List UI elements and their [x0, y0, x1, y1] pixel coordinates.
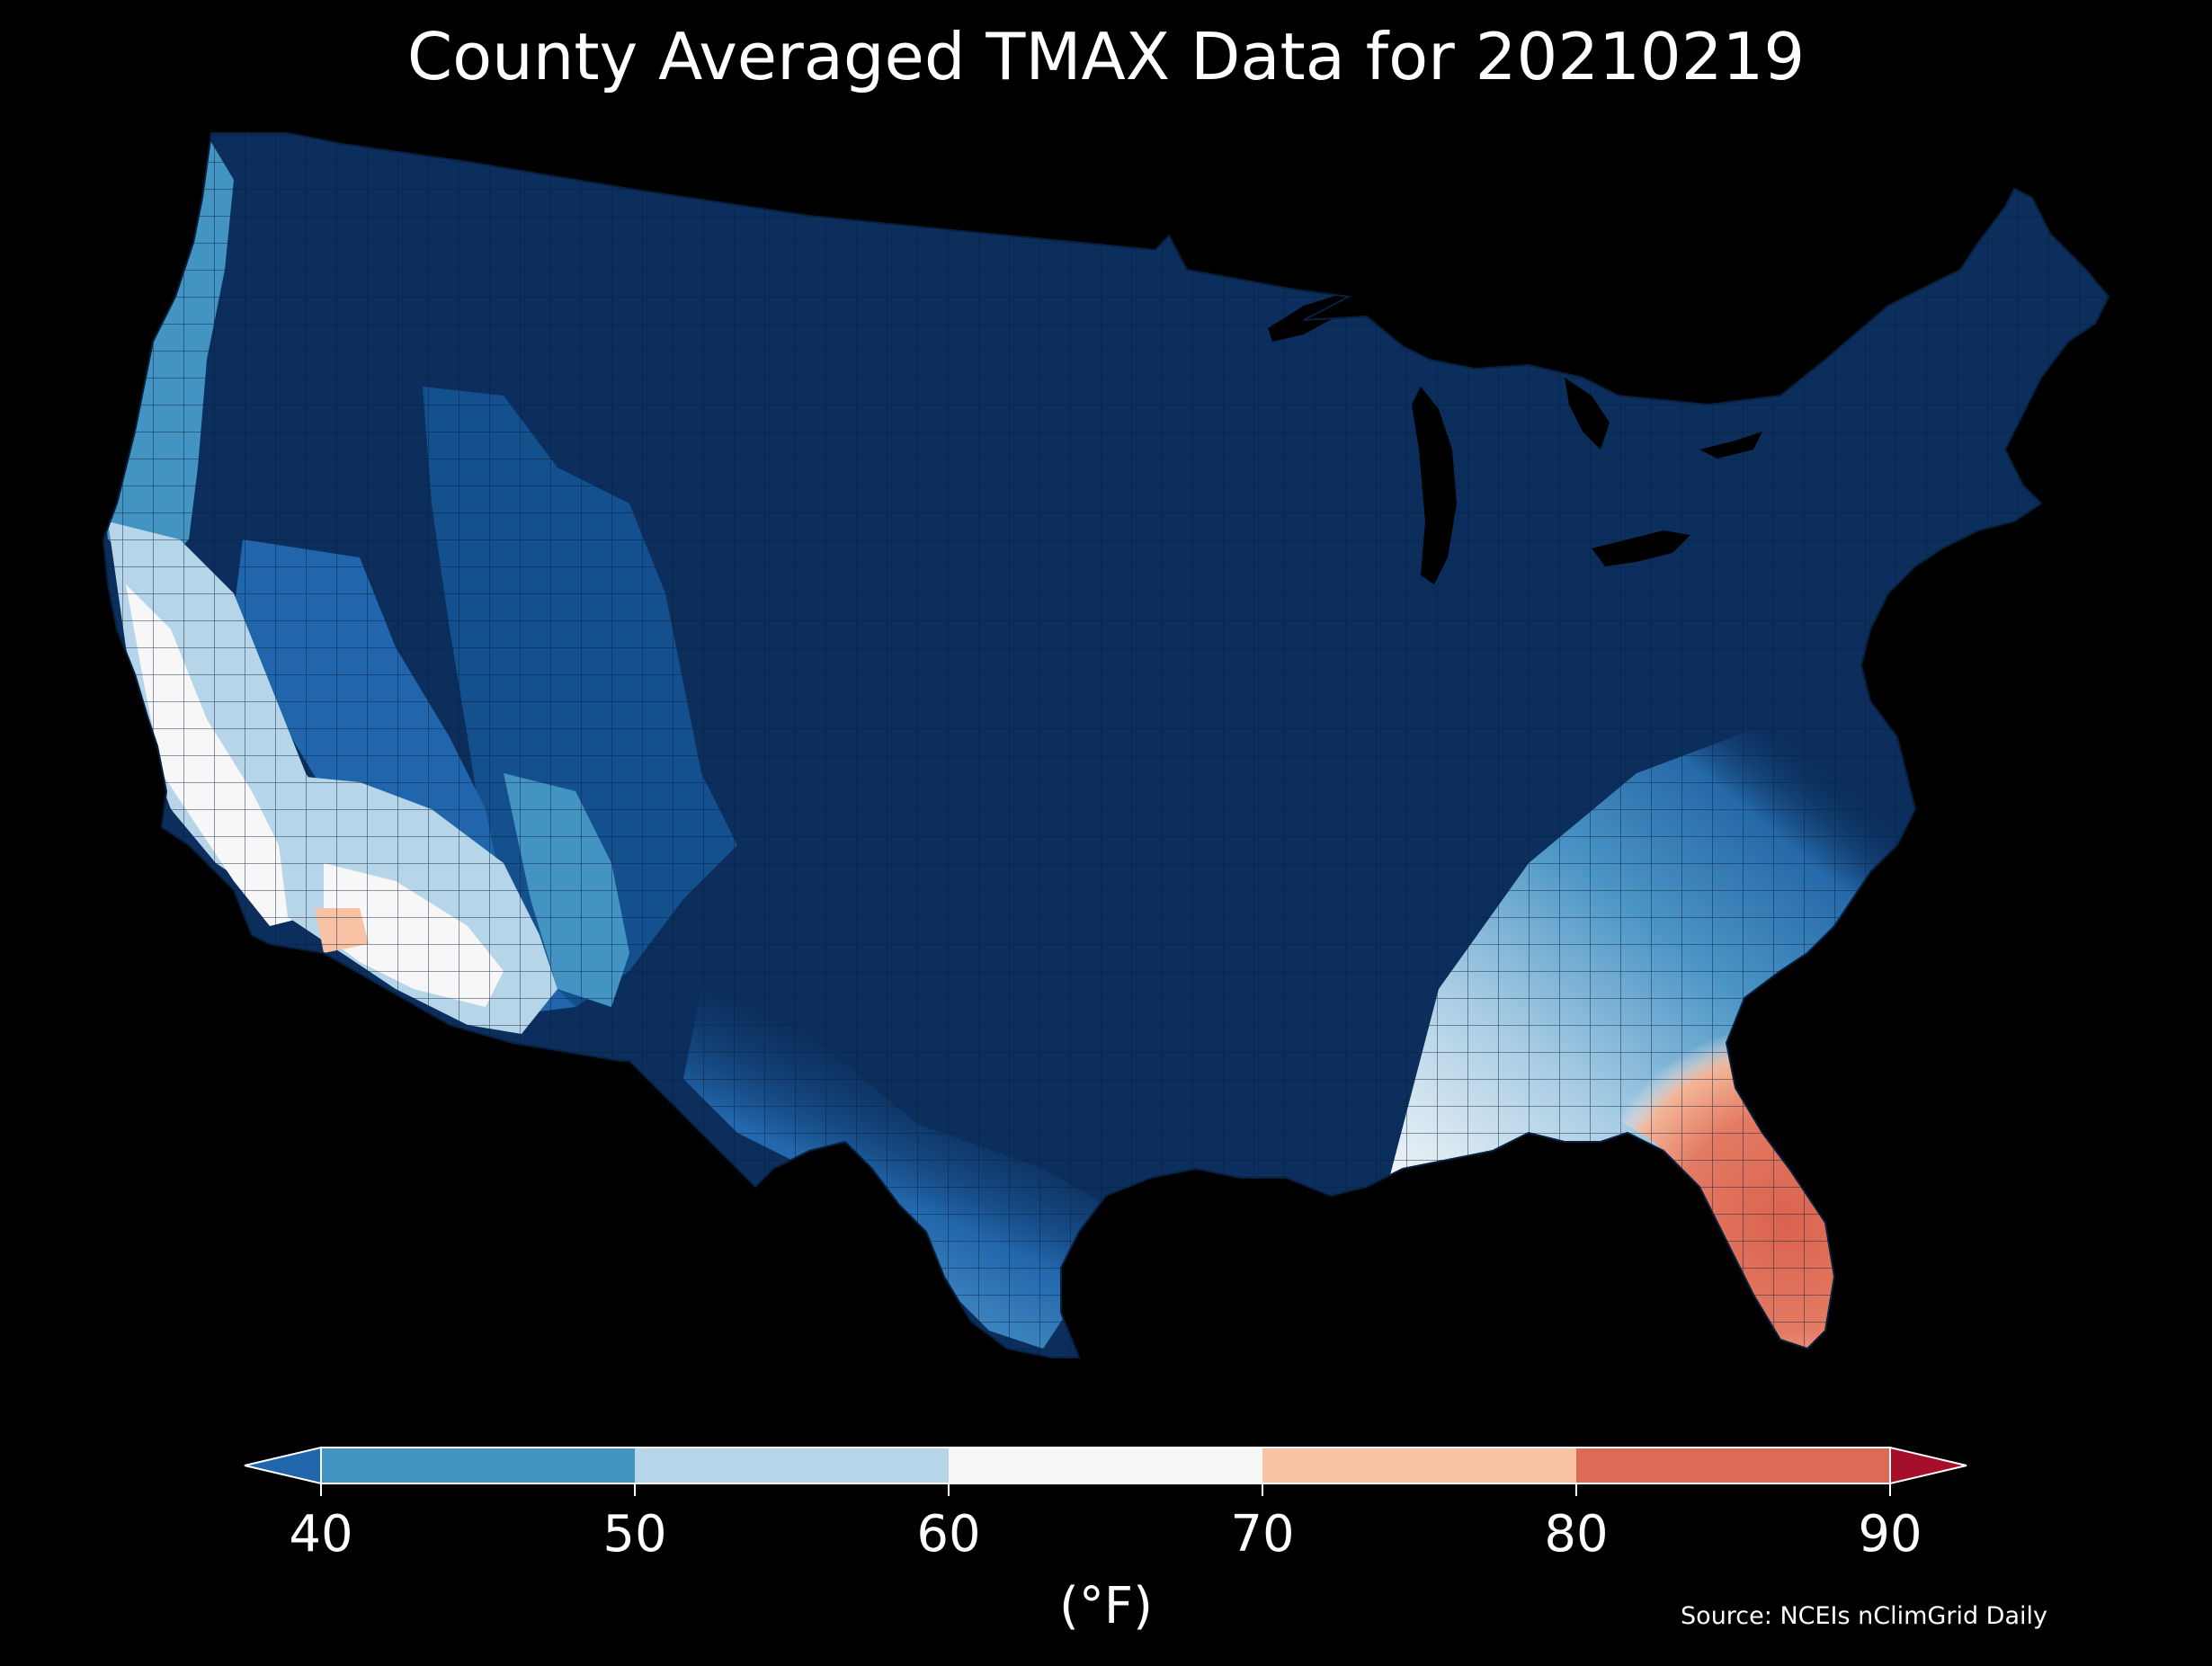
- source-note: Source: NCEIs nClimGrid Daily: [1681, 1602, 2047, 1630]
- colorbar-frame: [320, 1447, 1891, 1484]
- colorbar-tick-40: 40: [289, 1505, 353, 1564]
- conus-outline: [102, 132, 2110, 1359]
- great-lakes: [1268, 286, 1762, 584]
- colorbar-unit-label: (°F): [1059, 1577, 1153, 1635]
- colorbar: [244, 1446, 1967, 1496]
- colorbar-over-arrow: [1889, 1446, 1967, 1485]
- colorbar-bin-50-60: [635, 1448, 949, 1483]
- colorbar-under-arrow: [244, 1446, 322, 1485]
- colorbar-tick-80: 80: [1544, 1505, 1609, 1564]
- colorbar-bin-40-50: [321, 1448, 635, 1483]
- chart-title: County Averaged TMAX Data for 20210219: [406, 19, 1806, 94]
- colorbar-bin-60-70: [949, 1448, 1262, 1483]
- colorbar-tick-90: 90: [1858, 1505, 1922, 1564]
- colorbar-bin-70-80: [1262, 1448, 1576, 1483]
- colorbar-bin-80-90: [1576, 1448, 1890, 1483]
- colorbar-tick-50: 50: [602, 1505, 667, 1564]
- colorbar-tick-70: 70: [1230, 1505, 1295, 1564]
- colorbar-tick-60: 60: [916, 1505, 981, 1564]
